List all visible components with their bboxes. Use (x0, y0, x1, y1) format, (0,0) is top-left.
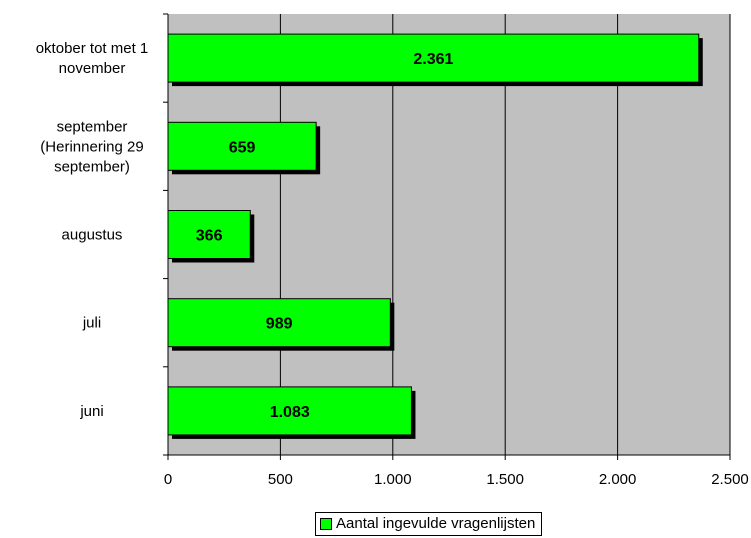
legend-swatch (320, 517, 332, 530)
category-label: juli (82, 315, 101, 332)
bars: 2.361 659 366 989 1.083 (167, 33, 703, 439)
bar-value-label: 2.361 (413, 51, 453, 68)
legend-label: Aantal ingevulde vragenlijsten (336, 515, 536, 532)
axes (163, 13, 731, 460)
bar (167, 298, 391, 348)
bar (167, 210, 251, 259)
category-label: juni (79, 403, 103, 420)
category-label: september (Herinnering 29 september) (40, 118, 143, 175)
bar (167, 33, 700, 83)
category-label: oktober tot met 1 november (36, 40, 149, 77)
bar-value-label: 1.083 (270, 404, 310, 421)
category-label: augustus (62, 227, 123, 244)
x-tick-label: 1.000 (374, 471, 412, 488)
plot-area (168, 14, 730, 455)
x-tick-label: 2.000 (599, 471, 637, 488)
x-tick-label: 0 (164, 471, 172, 488)
x-tick-label: 2.500 (711, 471, 749, 488)
x-tick-label: 500 (268, 471, 293, 488)
gridlines (279, 14, 731, 455)
legend: Aantal ingevulde vragenlijsten (315, 512, 543, 536)
bar-value-label: 366 (196, 228, 223, 245)
bar-value-label: 989 (266, 316, 293, 333)
bar (167, 386, 412, 436)
bar-value-label: 659 (229, 139, 256, 156)
labels: 0 500 1.000 1.500 2.000 2.500 oktober tot met … (36, 40, 749, 488)
x-tick-label: 1.500 (486, 471, 524, 488)
